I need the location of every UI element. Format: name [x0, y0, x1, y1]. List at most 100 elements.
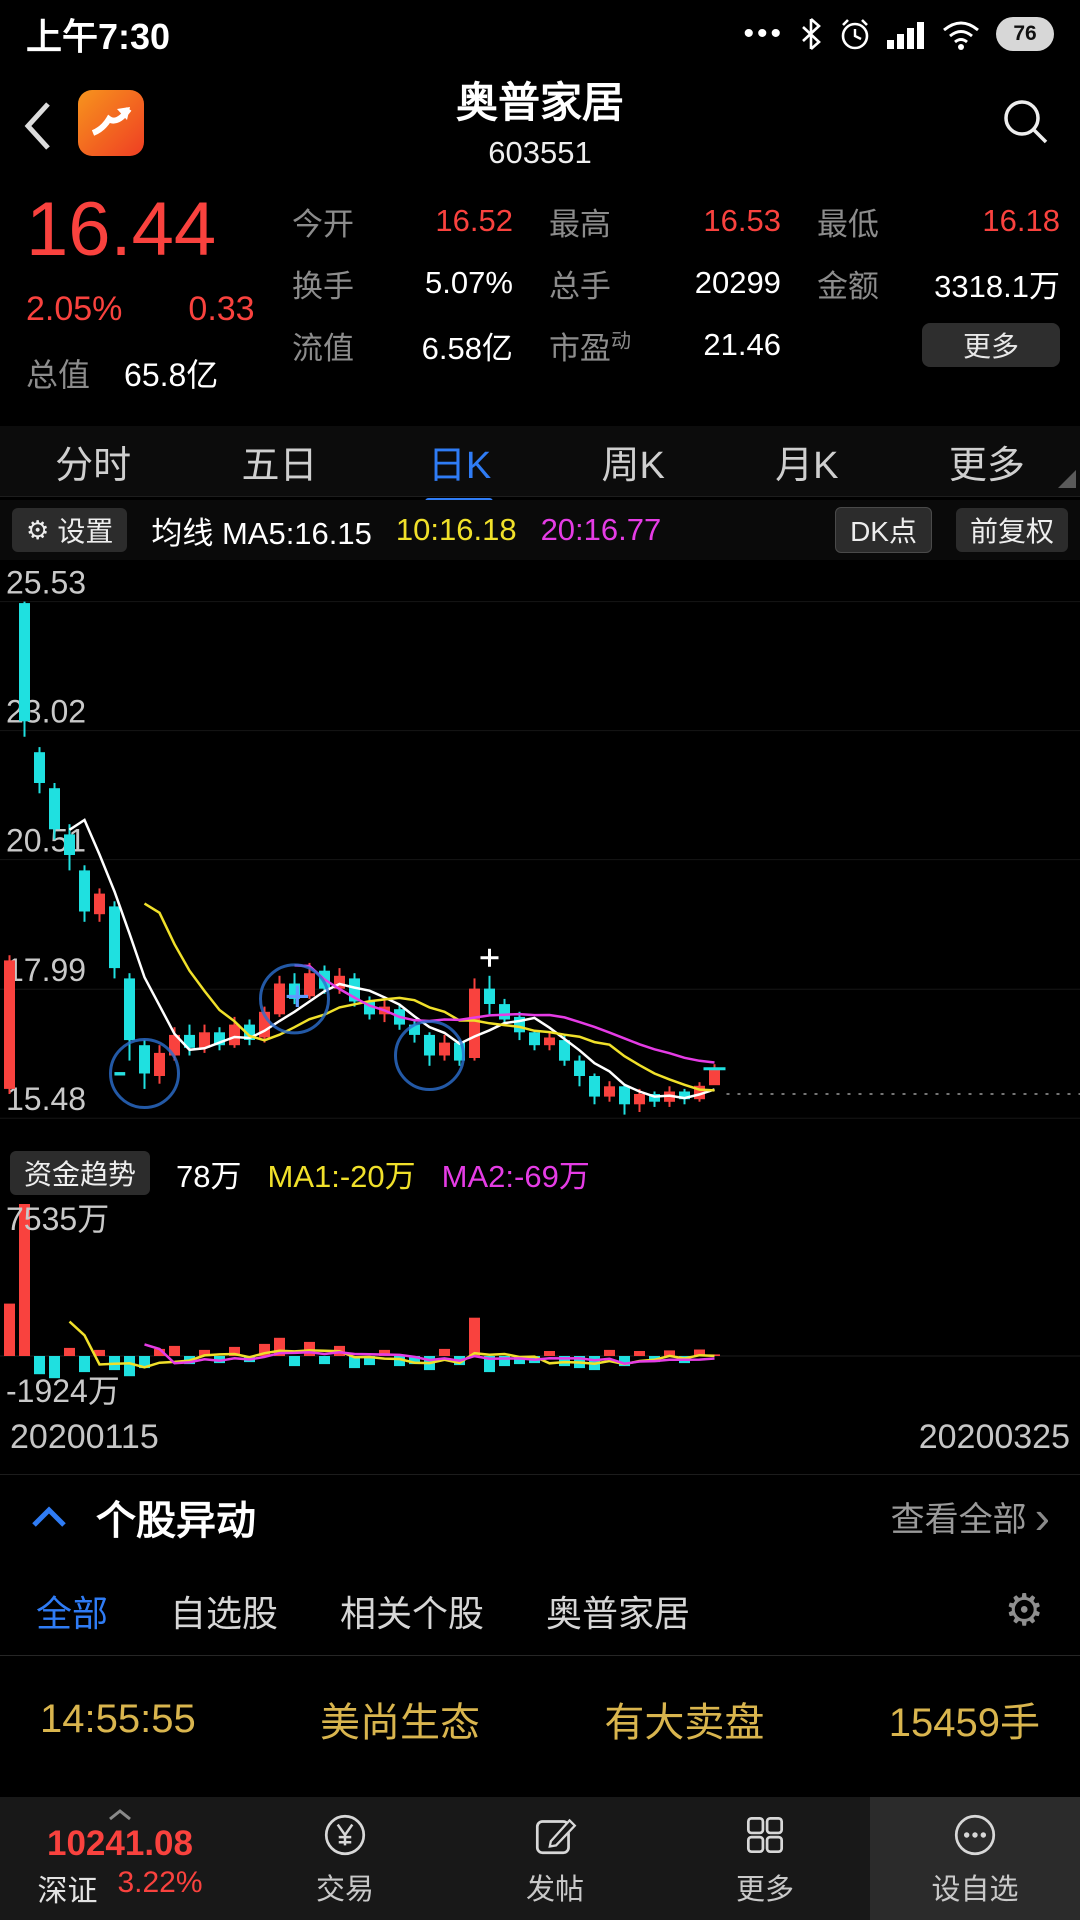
chart-settings-button[interactable]: ⚙ 设置	[12, 508, 128, 552]
stock-code: 603551	[488, 135, 592, 170]
quote-cell-turnover: 换手 5.07%	[292, 265, 513, 304]
tab-daily-k[interactable]: 日K	[424, 428, 495, 505]
wifi-icon	[943, 21, 979, 50]
quote-cell-more: 更多	[817, 314, 1060, 376]
chevron-right-icon: ›	[1034, 1490, 1050, 1543]
status-bar: 上午7:30 •••	[0, 0, 1080, 68]
page-title: 奥普家居	[455, 79, 624, 126]
ma-group-label: 均线 MA5:16.15	[151, 515, 372, 551]
svg-text:17.99: 17.99	[6, 952, 86, 988]
flow-trend-button[interactable]: 资金趋势	[10, 1151, 151, 1195]
period-tab-bar: 分时 五日 日K 周K 月K 更多	[0, 426, 1080, 505]
tab-corner-triangle-icon[interactable]	[1058, 470, 1076, 488]
change-amount: 0.33	[188, 290, 255, 328]
quote-grid: 今开 16.52 最高 16.53 最低 16.18 换手 5.07% 总手 2…	[292, 190, 1060, 376]
movement-title: 个股异动	[96, 1498, 256, 1543]
svg-text:-1924万: -1924万	[6, 1373, 120, 1409]
index-name: 深证	[37, 1874, 98, 1908]
tab-five-day[interactable]: 五日	[241, 444, 318, 487]
trade-yuan-icon	[324, 1814, 366, 1855]
notification-dots-icon: •••	[743, 17, 784, 50]
change-row: 2.05% 0.33	[26, 290, 255, 329]
signal-icon	[887, 22, 924, 49]
alert-time: 14:55:55	[40, 1696, 196, 1741]
filter-tab-related[interactable]: 相关个股	[340, 1592, 485, 1634]
date-axis: 20200115 20200325	[0, 1418, 1080, 1462]
nav-post[interactable]: 发帖	[450, 1797, 660, 1920]
bottom-nav: 10241.08 深证 3.22% 交易 发帖	[0, 1797, 1080, 1920]
view-all-link[interactable]: 查看全部 ›	[890, 1490, 1050, 1543]
alert-stock: 美尚生态	[320, 1701, 481, 1745]
flow-ma1-value: MA1:-20万	[267, 1158, 416, 1194]
svg-text:+: +	[285, 972, 311, 1021]
battery-indicator: 76	[996, 17, 1054, 51]
filter-settings-icon[interactable]: ⚙	[1004, 1586, 1044, 1635]
app-logo-mark-icon	[91, 107, 132, 136]
ellipsis-circle-icon	[954, 1814, 996, 1855]
flow-ma2-value: MA2:-69万	[441, 1158, 590, 1194]
status-time: 上午7:30	[26, 16, 171, 57]
quote-cell-volume: 总手 20299	[548, 265, 781, 304]
gear-icon: ⚙	[26, 514, 50, 545]
cap-value: 65.8亿	[124, 357, 219, 393]
quote-cell-float-cap: 流值 6.58亿	[292, 330, 513, 366]
title-block: 奥普家居 603551	[0, 74, 1080, 174]
more-button[interactable]: 更多	[921, 323, 1060, 367]
filter-tab-this-stock[interactable]: 奥普家居	[546, 1592, 691, 1634]
svg-text:7535万: 7535万	[6, 1201, 109, 1237]
svg-text:-: -	[113, 1047, 128, 1096]
forward-adjust-button[interactable]: 前复权	[955, 508, 1068, 552]
dk-point-button[interactable]: DK点	[835, 507, 932, 553]
quote-cell-pe: 市盈动 21.46	[548, 327, 781, 366]
alert-volume: 15459手	[888, 1701, 1040, 1745]
svg-text:25.53: 25.53	[6, 565, 86, 601]
movement-section-header: 个股异动 查看全部 ›	[0, 1474, 1080, 1558]
collapse-chevron-icon[interactable]	[30, 1505, 68, 1529]
svg-text:15.48: 15.48	[6, 1081, 86, 1117]
quote-panel: 16.44 2.05% 0.33 总值 65.8亿 今开 16.52 最高 16…	[0, 186, 1080, 424]
ma20-value: 20:16.77	[540, 512, 662, 547]
alert-event: 有大卖盘	[604, 1701, 765, 1745]
battery-percent: 76	[1013, 22, 1037, 45]
tab-monthly-k[interactable]: 月K	[775, 444, 839, 487]
tab-more-periods[interactable]: 更多	[948, 444, 1025, 487]
movement-alert-row[interactable]: 14:55:55 美尚生态 有大卖盘 15459手	[0, 1664, 1080, 1774]
nav-add-watchlist[interactable]: 设自选	[870, 1797, 1080, 1920]
quote-cell-high: 最高 16.53	[548, 203, 781, 242]
quote-cell-amount: 金额 3318.1万	[816, 268, 1060, 304]
tab-minute[interactable]: 分时	[55, 444, 132, 487]
index-value: 10241.08	[47, 1823, 193, 1863]
search-icon[interactable]	[998, 94, 1054, 150]
app-logo	[78, 90, 144, 156]
cap-label: 总值	[26, 357, 91, 393]
change-percent: 2.05%	[26, 290, 123, 328]
market-cap-row: 总值 65.8亿	[26, 350, 218, 396]
chart-toolbar: ⚙ 设置 均线 MA5:16.15 10:16.18 20:16.77 DK点 …	[0, 500, 1080, 560]
market-index-cell[interactable]: 10241.08 深证 3.22%	[0, 1797, 240, 1920]
nav-more[interactable]: 更多	[660, 1797, 870, 1920]
tab-weekly-k[interactable]: 周K	[601, 444, 665, 487]
back-icon[interactable]	[18, 94, 58, 158]
app-header: 奥普家居 603551	[0, 68, 1080, 186]
filter-tab-bar: 全部 自选股 相关个股 奥普家居 ⚙	[0, 1566, 1080, 1656]
start-date: 20200115	[10, 1418, 159, 1456]
flow-current-value: 78万	[176, 1158, 242, 1194]
quote-cell-low: 最低 16.18	[816, 203, 1060, 242]
post-pencil-icon	[535, 1818, 577, 1854]
expand-chevron-icon	[109, 1808, 131, 1820]
current-price: 16.44	[26, 187, 217, 272]
index-percent: 3.22%	[117, 1865, 203, 1899]
status-icons: ••• 76	[743, 17, 1054, 51]
ma10-value: 10:16.18	[395, 512, 517, 547]
svg-text:23.02: 23.02	[6, 694, 86, 730]
nav-trade[interactable]: 交易	[240, 1797, 450, 1920]
flow-toolbar: 资金趋势 78万 MA1:-20万 MA2:-69万	[0, 1150, 1080, 1196]
end-date: 20200325	[918, 1418, 1070, 1456]
more-grid-icon	[746, 1816, 784, 1853]
quote-cell-open: 今开 16.52	[292, 203, 513, 242]
filter-tab-all[interactable]: 全部	[36, 1592, 109, 1634]
money-flow-chart[interactable]: 7535万 -1924万	[0, 1196, 1080, 1410]
filter-tab-watchlist[interactable]: 自选股	[170, 1592, 279, 1634]
